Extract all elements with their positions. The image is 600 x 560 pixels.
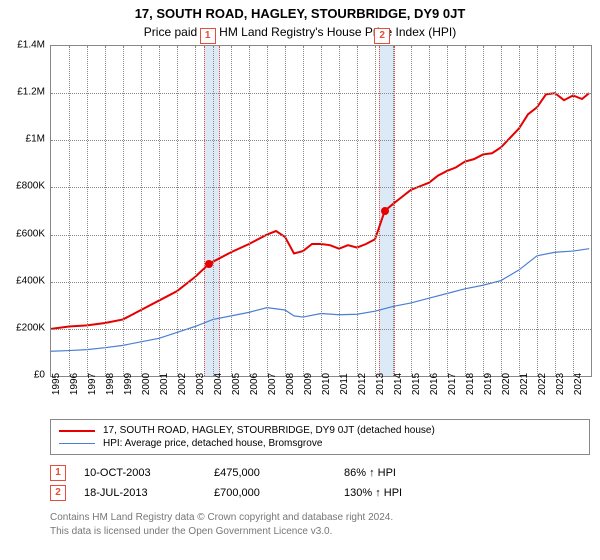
gridline-v [177,46,178,376]
chart-container: 17, SOUTH ROAD, HAGLEY, STOURBRIDGE, DY9… [0,0,600,560]
x-axis-label: 2004 [213,373,224,395]
y-axis-label: £1.2M [0,87,45,98]
gridline-v [501,46,502,376]
x-axis-label: 2015 [411,373,422,395]
chart-plot-area: 1995199619971998199920002001200220032004… [50,45,592,377]
legend-label: HPI: Average price, detached house, Brom… [103,438,322,449]
event-date: 10-OCT-2003 [84,467,214,479]
gridline-v [447,46,448,376]
y-axis-label: £1.4M [0,40,45,51]
x-axis-label: 1998 [105,373,116,395]
x-axis-label: 2002 [177,373,188,395]
x-axis-label: 2017 [447,373,458,395]
gridline-v [267,46,268,376]
gridline-v [357,46,358,376]
chart-subtitle: Price paid vs. HM Land Registry's House … [0,21,600,45]
legend-swatch [59,443,95,444]
event-price: £475,000 [214,467,344,479]
x-axis-label: 2022 [537,373,548,395]
x-axis-label: 2012 [357,373,368,395]
gridline-v [249,46,250,376]
gridline-v [141,46,142,376]
gridline-v [555,46,556,376]
x-axis-label: 2018 [465,373,476,395]
gridline-v [483,46,484,376]
x-axis-label: 2020 [501,373,512,395]
x-axis-label: 1995 [51,373,62,395]
gridline-v [285,46,286,376]
legend-row: HPI: Average price, detached house, Brom… [59,437,581,450]
event-pct: 130% ↑ HPI [344,487,402,499]
x-axis-label: 2010 [321,373,332,395]
gridline-v [537,46,538,376]
x-axis-label: 2001 [159,373,170,395]
gridline-v [231,46,232,376]
x-axis-label: 2011 [339,373,350,395]
x-axis-label: 2005 [231,373,242,395]
x-axis-label: 2000 [141,373,152,395]
gridline-v [213,46,214,376]
gridline-v [321,46,322,376]
gridline-v [123,46,124,376]
x-axis-label: 2007 [267,373,278,395]
event-row: 2 18-JUL-2013£700,000130% ↑ HPI [50,483,600,503]
y-axis-label: £0 [0,370,45,381]
x-axis-label: 2009 [303,373,314,395]
x-axis-label: 2013 [375,373,386,395]
x-axis-label: 2006 [249,373,260,395]
x-axis-label: 2024 [573,373,584,395]
x-axis-label: 1996 [69,373,80,395]
x-axis-label: 2016 [429,373,440,395]
gridline-v [87,46,88,376]
legend-row: 17, SOUTH ROAD, HAGLEY, STOURBRIDGE, DY9… [59,424,581,437]
sale-marker-2: 2 [374,28,390,44]
event-date: 18-JUL-2013 [84,487,214,499]
gridline-v [375,46,376,376]
legend-swatch [59,430,95,432]
gridline-v [519,46,520,376]
x-axis-label: 2023 [555,373,566,395]
gridline-v [195,46,196,376]
y-axis-label: £1M [0,134,45,145]
footer-line-2: This data is licensed under the Open Gov… [50,525,600,539]
gridline-v [159,46,160,376]
x-axis-label: 2008 [285,373,296,395]
gridline-v [411,46,412,376]
gridline-v [573,46,574,376]
x-axis-label: 2014 [393,373,404,395]
event-row: 1 10-OCT-2003£475,00086% ↑ HPI [50,463,600,483]
x-axis-label: 2021 [519,373,530,395]
x-axis-label: 1997 [87,373,98,395]
event-pct: 86% ↑ HPI [344,467,396,479]
event-marker: 2 [50,485,66,501]
chart-title: 17, SOUTH ROAD, HAGLEY, STOURBRIDGE, DY9… [0,0,600,21]
footer-text: Contains HM Land Registry data © Crown c… [50,511,600,539]
gridline-v [105,46,106,376]
x-axis-label: 2003 [195,373,206,395]
y-axis-label: £600K [0,228,45,239]
sale-point [205,260,213,268]
x-axis-label: 2019 [483,373,494,395]
gridline-v [465,46,466,376]
events-table: 1 10-OCT-2003£475,00086% ↑ HPI 2 18-JUL-201… [50,463,600,503]
sale-point [381,207,389,215]
event-price: £700,000 [214,487,344,499]
x-axis-label: 1999 [123,373,134,395]
y-axis-label: £800K [0,181,45,192]
event-marker: 1 [50,465,66,481]
gridline-v [429,46,430,376]
y-axis-label: £200K [0,322,45,333]
gridline-v [69,46,70,376]
gridline-v [393,46,394,376]
legend: 17, SOUTH ROAD, HAGLEY, STOURBRIDGE, DY9… [50,419,590,455]
sale-marker-1: 1 [200,28,216,44]
gridline-v [339,46,340,376]
legend-label: 17, SOUTH ROAD, HAGLEY, STOURBRIDGE, DY9… [103,425,435,436]
y-axis-label: £400K [0,275,45,286]
gridline-v [303,46,304,376]
footer-line-1: Contains HM Land Registry data © Crown c… [50,511,600,525]
